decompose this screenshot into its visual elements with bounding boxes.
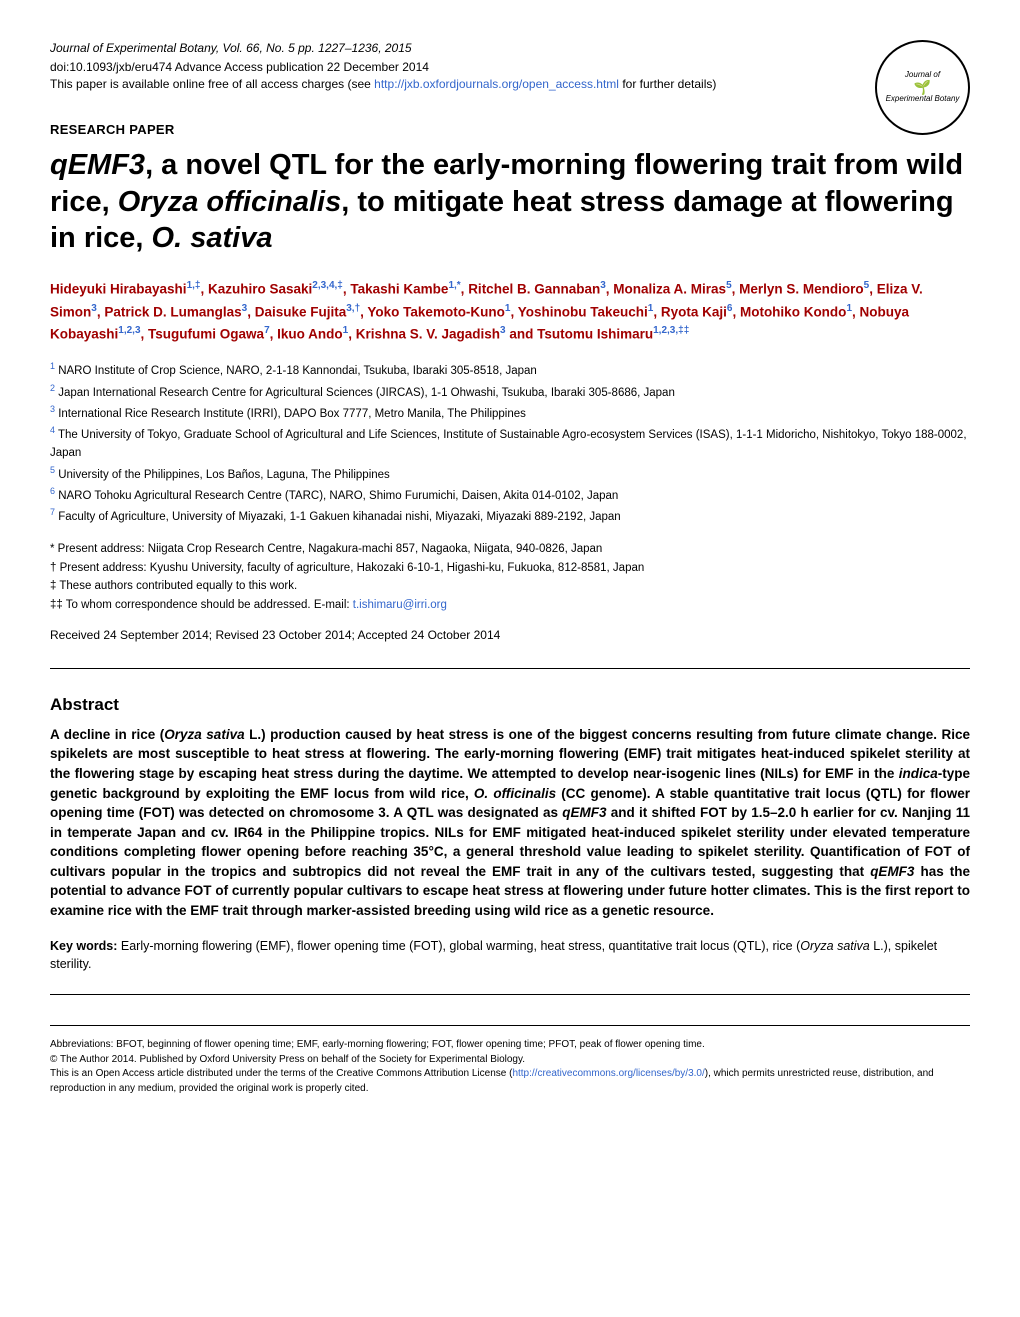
author-sup: 1 [846,303,852,314]
author-sup: 5 [864,280,870,291]
author-sup: 1 [343,325,349,336]
title-p5: O. sativa [152,222,273,254]
author-name: Ryota Kaji [661,304,727,319]
author-name: Yoko Takemoto-Kuno [367,304,505,319]
abstract-segment: O. officinalis [474,786,556,801]
title-p1: qEMF3 [50,149,145,181]
journal-logo-circle: Journal of 🌱 Experimental Botany [875,40,970,135]
open-access-line: This paper is available online free of a… [50,76,970,93]
footer: Abbreviations: BFOT, beginning of flower… [50,1038,970,1096]
author-sup: 3 [242,303,248,314]
rule-3 [50,1025,970,1026]
keywords-text: Early-morning flowering (EMF), flower op… [50,939,937,972]
author-sup: 1,* [448,280,460,291]
affiliation-num: 2 [50,383,55,393]
author-sup: 1,2,3,‡‡ [653,325,689,336]
note-correspondence: ‡‡ To whom correspondence should be addr… [50,596,970,614]
title-p3: Oryza officinalis [118,186,342,218]
note-ddagger: ‡ These authors contributed equally to t… [50,577,970,595]
author-name: Motohiko Kondo [740,304,846,319]
abstract-segment: qEMF3 [870,864,914,879]
author-sup: 3 [91,303,97,314]
abstract-text: A decline in rice (Oryza sativa L.) prod… [50,725,970,921]
authors-list: Hideyuki Hirabayashi1,‡, Kazuhiro Sasaki… [50,278,970,345]
author-sup: 3,† [346,303,360,314]
author-sup: 3 [500,325,506,336]
author-name: Hideyuki Hirabayashi [50,282,187,297]
abstract-segment: A decline in rice ( [50,727,164,742]
author-sup: 1 [505,303,511,314]
author-name: Monaliza A. Miras [613,282,726,297]
author-name: Tsugufumi Ogawa [148,326,264,341]
affiliation-num: 3 [50,404,55,414]
author-name: Krishna S. V. Jagadish [356,326,500,341]
keyword-segment: Oryza sativa [800,939,869,953]
affiliation-line: 7 Faculty of Agriculture, University of … [50,505,970,526]
affiliation-line: 6 NARO Tohoku Agricultural Research Cent… [50,484,970,505]
corr-prefix: ‡‡ To whom correspondence should be addr… [50,599,353,611]
license-prefix: This is an Open Access article distribut… [50,1068,512,1079]
abstract-segment: Oryza sativa [164,727,244,742]
rule-1 [50,668,970,669]
corr-email[interactable]: t.ishimaru@irri.org [353,599,447,611]
keyword-segment: Early-morning flowering (EMF), flower op… [117,939,800,953]
paper-title: qEMF3, a novel QTL for the early-morning… [50,147,970,256]
doi-line: doi:10.1093/jxb/eru474 Advance Access pu… [50,59,970,76]
abstract-segment: indica [899,766,938,781]
license: This is an Open Access article distribut… [50,1067,970,1096]
author-sup: 7 [264,325,270,336]
affiliation-num: 7 [50,507,55,517]
keywords-label: Key words: [50,939,117,953]
logo-bottom: Experimental Botany [886,95,960,104]
author-sup: 1 [648,303,654,314]
oa-suffix: for further details) [619,77,716,91]
affiliation-num: 1 [50,361,55,371]
author-name: Tsutomu Ishimaru [537,326,653,341]
affiliation-num: 6 [50,486,55,496]
affiliation-num: 4 [50,425,55,435]
author-name: Patrick D. Lumanglas [104,304,241,319]
author-sup: 5 [726,280,732,291]
author-name: Kazuhiro Sasaki [208,282,312,297]
journal-citation: Journal of Experimental Botany, Vol. 66,… [50,40,970,57]
author-name: Ritchel B. Gannaban [468,282,600,297]
affiliation-line: 3 International Rice Research Institute … [50,402,970,423]
affiliation-num: 5 [50,465,55,475]
author-name: Yoshinobu Takeuchi [518,304,648,319]
journal-logo: Journal of 🌱 Experimental Botany [875,40,970,135]
author-notes: * Present address: Niigata Crop Research… [50,540,970,614]
note-dagger: † Present address: Kyushu University, fa… [50,559,970,577]
author-sup: 1,‡ [187,280,201,291]
abstract-heading: Abstract [50,695,970,715]
abbreviations: Abbreviations: BFOT, beginning of flower… [50,1038,970,1053]
affiliation-line: 4 The University of Tokyo, Graduate Scho… [50,423,970,463]
affiliations-list: 1 NARO Institute of Crop Science, NARO, … [50,359,970,526]
author-name: Merlyn S. Mendioro [739,282,864,297]
author-sup: 1,2,3 [118,325,140,336]
section-label: RESEARCH PAPER [50,122,970,137]
oa-prefix: This paper is available online free of a… [50,77,374,91]
author-name: Ikuo Ando [277,326,343,341]
rule-2 [50,994,970,995]
copyright: © The Author 2014. Published by Oxford U… [50,1053,970,1068]
author-name: Daisuke Fujita [255,304,347,319]
note-star: * Present address: Niigata Crop Research… [50,540,970,558]
manuscript-dates: Received 24 September 2014; Revised 23 O… [50,628,970,642]
abstract-segment: qEMF3 [562,805,606,820]
license-link[interactable]: http://creativecommons.org/licenses/by/3… [512,1068,704,1079]
author-sup: 2,3,4,‡ [312,280,343,291]
oa-link[interactable]: http://jxb.oxfordjournals.org/open_acces… [374,77,619,91]
author-sup: 6 [727,303,733,314]
author-name: Takashi Kambe [350,282,448,297]
affiliation-line: 1 NARO Institute of Crop Science, NARO, … [50,359,970,380]
affiliation-line: 2 Japan International Research Centre fo… [50,381,970,402]
author-sup: 3 [600,280,606,291]
keywords: Key words: Early-morning flowering (EMF)… [50,937,970,975]
affiliation-line: 5 University of the Philippines, Los Bañ… [50,463,970,484]
